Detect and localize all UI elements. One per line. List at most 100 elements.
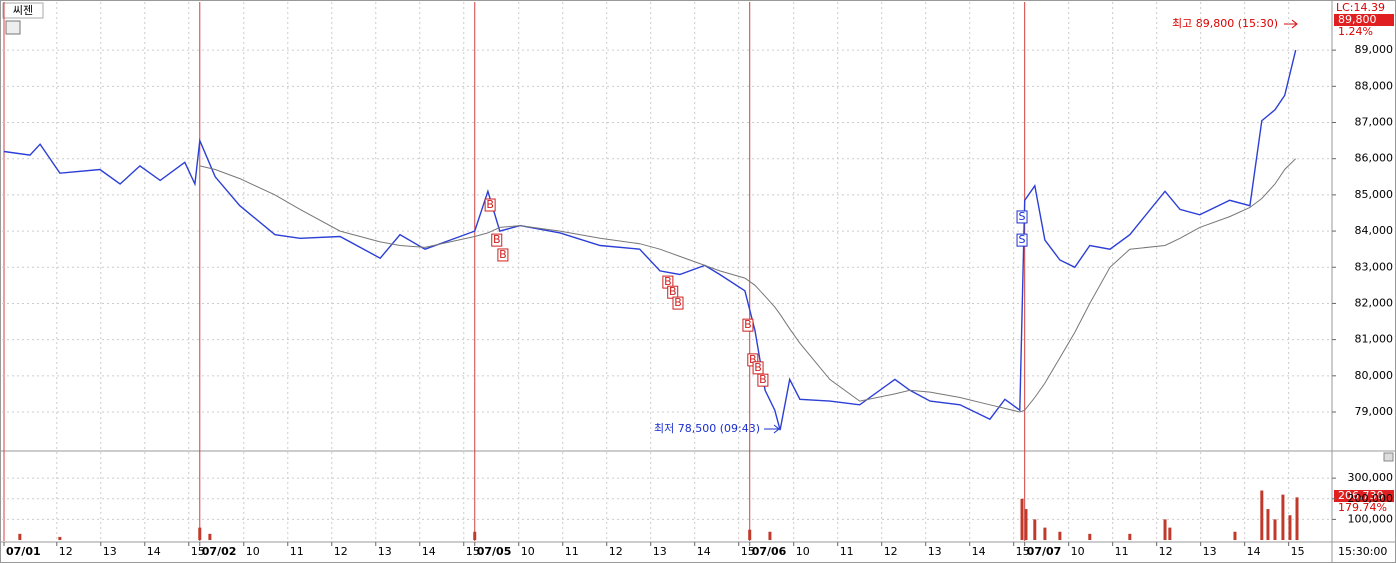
volume-bar <box>1024 509 1028 540</box>
panel-button[interactable] <box>1383 452 1394 462</box>
table-icon[interactable] <box>5 20 21 35</box>
volume-bar <box>1088 533 1092 540</box>
x-tick-label: 07/05 <box>477 545 512 558</box>
x-tick-label: 14 <box>422 545 436 558</box>
x-tick-label: 11 <box>290 545 304 558</box>
y-tick-label: 100,000 <box>1348 512 1394 525</box>
volume-bar <box>1288 515 1292 540</box>
x-tick-label: 10 <box>521 545 535 558</box>
last-volume-box <box>1334 490 1394 502</box>
signal-label: B <box>486 198 494 211</box>
y-tick-label: 85,000 <box>1355 188 1394 201</box>
last-price-box <box>1334 14 1394 26</box>
x-tick-label: 14 <box>1247 545 1261 558</box>
x-tick-label: 14 <box>697 545 711 558</box>
low-arrow <box>764 424 780 434</box>
x-tick-label: 13 <box>928 545 942 558</box>
signal-marker <box>1016 233 1028 247</box>
y-tick-label: 84,000 <box>1355 224 1394 237</box>
signal-label: B <box>744 318 752 331</box>
signal-marker <box>1016 210 1028 224</box>
x-tick-label: 12 <box>609 545 623 558</box>
x-tick-label: 10 <box>246 545 260 558</box>
signal-label: B <box>669 285 677 298</box>
volume-bar <box>58 536 62 540</box>
x-tick-label: 12 <box>334 545 348 558</box>
x-tick-label: 15 <box>1016 545 1030 558</box>
volume-bar <box>1295 497 1299 540</box>
volume-bar <box>1233 531 1237 540</box>
signal-label: B <box>749 353 757 366</box>
volume-bar <box>18 533 22 540</box>
x-tick-label: 07/02 <box>202 545 237 558</box>
signal-label: B <box>493 233 501 246</box>
x-tick-label: 12 <box>884 545 898 558</box>
x-tick-label: 14 <box>147 545 161 558</box>
signal-label: B <box>759 373 767 386</box>
high-annotation: 최고 89,800 (15:30) <box>1172 17 1278 30</box>
x-tick-label: 15 <box>466 545 480 558</box>
last-price: 89,800 <box>1338 13 1377 26</box>
volume-bar <box>1020 498 1024 540</box>
y-tick-label: 79,000 <box>1355 405 1394 418</box>
x-tick-label: 11 <box>1115 545 1129 558</box>
x-tick-label: 13 <box>653 545 667 558</box>
y-tick-label: 200,000 <box>1348 492 1394 505</box>
low-annotation: 최저 78,500 (09:43) <box>654 422 760 435</box>
high-arrow <box>1284 19 1298 29</box>
y-tick-label: 89,000 <box>1355 43 1394 56</box>
x-tick-label: 10 <box>1071 545 1085 558</box>
x-tick-label: 13 <box>103 545 117 558</box>
legend-value: LC:14.39 <box>1336 1 1385 14</box>
signal-marker <box>742 318 754 332</box>
signal-marker <box>484 198 496 212</box>
signal-label: B <box>754 361 762 374</box>
x-tick-label: 13 <box>1203 545 1217 558</box>
signal-label: B <box>674 296 682 309</box>
volume-bar <box>208 533 212 540</box>
y-tick-label: 87,000 <box>1355 116 1394 129</box>
x-tick-label: 14 <box>972 545 986 558</box>
x-tick-label: 13 <box>378 545 392 558</box>
x-tick-label: 07/01 <box>6 545 41 558</box>
volume-bar <box>1260 490 1264 540</box>
signal-label: B <box>499 248 507 261</box>
chart-title: 씨젠 <box>13 4 33 17</box>
volume-bar <box>1266 509 1270 540</box>
signal-label: B <box>664 275 672 288</box>
y-tick-label: 300,000 <box>1348 471 1394 484</box>
signal-marker <box>672 296 684 310</box>
x-tick-label: 07/06 <box>752 545 787 558</box>
y-tick-label: 86,000 <box>1355 152 1394 165</box>
signal-label: S <box>1019 233 1026 246</box>
x-tick-label: 15 <box>191 545 205 558</box>
change-rate: 1.24% <box>1338 25 1373 38</box>
y-tick-label: 83,000 <box>1355 260 1394 273</box>
volume-bar <box>1128 533 1132 540</box>
volume-bar <box>1168 527 1172 540</box>
y-tick-label: 81,000 <box>1355 333 1394 346</box>
title-box <box>2 2 44 19</box>
y-tick-label: 88,000 <box>1355 79 1394 92</box>
volume-bar <box>1058 531 1062 540</box>
price-line <box>199 158 1297 413</box>
volume-change: 179.74% <box>1338 501 1387 514</box>
volume-bar <box>1281 494 1285 540</box>
signal-marker <box>491 233 503 247</box>
x-tick-label: 15 <box>1291 545 1305 558</box>
volume-bar <box>1163 519 1167 540</box>
x-tick-label: 11 <box>840 545 854 558</box>
x-tick-label: 11 <box>565 545 579 558</box>
signal-marker <box>497 248 509 262</box>
volume-bar <box>1043 527 1047 540</box>
price-line <box>3 49 1297 431</box>
y-tick-label: 80,000 <box>1355 369 1394 382</box>
volume-bar <box>198 527 202 540</box>
x-tick-label: 12 <box>1159 545 1173 558</box>
volume-bar <box>768 531 772 540</box>
x-tick-label: 12 <box>59 545 73 558</box>
volume-bar <box>473 531 477 540</box>
time-label: 15:30:00 <box>1338 545 1387 558</box>
